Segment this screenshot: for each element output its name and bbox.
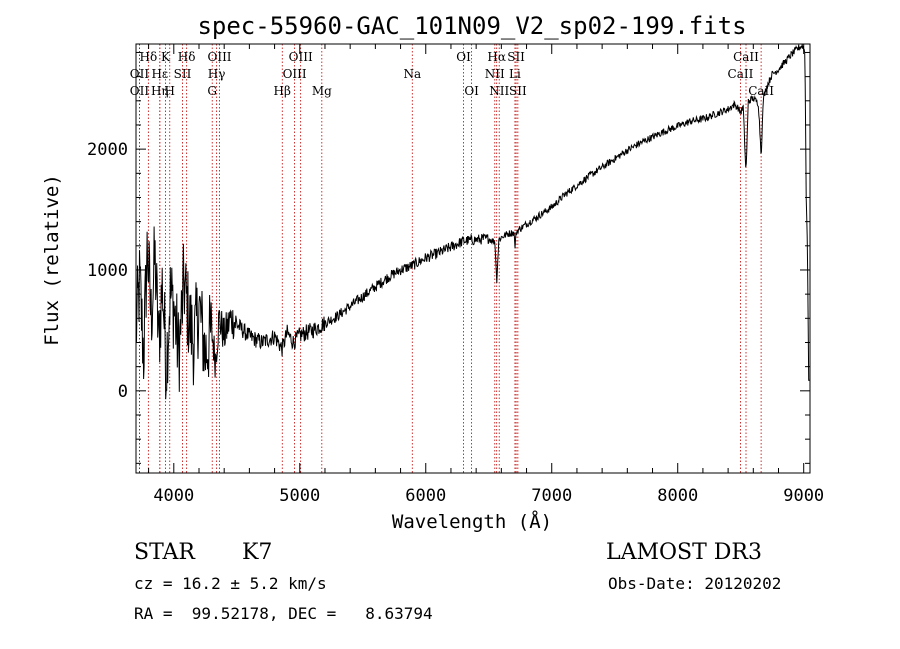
x-axis-ticks: 4000 5000 6000 7000 8000 9000 — [148, 44, 824, 506]
marker-label: CaII — [728, 67, 754, 81]
marker-label: OII — [130, 67, 150, 81]
y-axis-ticks: 0 1000 2000 — [87, 51, 810, 464]
marker-label: OI — [456, 50, 471, 64]
y-axis-label: Flux (relative) — [41, 174, 63, 346]
marker-label: SII — [507, 50, 525, 64]
x-tick-label: 5000 — [279, 486, 320, 506]
y-tick-label: 1000 — [87, 261, 128, 281]
subclass: K7 — [242, 540, 273, 565]
y-tick-label: 0 — [118, 382, 128, 402]
marker-label: Hδ — [178, 50, 196, 64]
marker-label: OIII — [283, 67, 307, 81]
marker-label: Hε — [151, 67, 168, 81]
line-markers-group — [139, 44, 762, 473]
marker-label: CaII — [733, 50, 759, 64]
marker-label: SII — [509, 84, 527, 98]
marker-label: OI — [464, 84, 479, 98]
survey-name: LAMOST DR3 — [606, 540, 762, 565]
x-tick-label: 7000 — [531, 486, 572, 506]
marker-label: Mg — [312, 84, 332, 98]
marker-label: Hβ — [274, 84, 291, 98]
marker-label: NII — [489, 84, 509, 98]
marker-label: Hδ — [139, 50, 157, 64]
spectrum-line — [135, 44, 810, 400]
marker-label: K — [161, 50, 171, 64]
marker-label: G — [207, 84, 217, 98]
x-tick-label: 8000 — [657, 486, 698, 506]
coordinates: RA = 99.52178, DEC = 8.63794 — [134, 604, 433, 623]
marker-label: Na — [403, 67, 421, 81]
x-axis-label: Wavelength (Å) — [392, 510, 552, 533]
object-class: STAR — [134, 540, 195, 565]
x-tick-label: 9000 — [783, 486, 824, 506]
obs-date: Obs-Date: 20120202 — [608, 574, 782, 593]
y-tick-label: 2000 — [87, 140, 128, 160]
redshift-text: cz = 16.2 ± 5.2 km/s — [134, 574, 327, 593]
marker-label: SII — [174, 67, 192, 81]
marker-label: Hγ — [208, 67, 226, 81]
marker-label: Hη — [151, 84, 169, 98]
marker-label: OII — [130, 84, 150, 98]
marker-label: CaII — [748, 84, 774, 98]
marker-label: OIII — [207, 50, 231, 64]
marker-label: OIII — [289, 50, 313, 64]
x-tick-label: 4000 — [153, 486, 194, 506]
plot-frame — [135, 43, 811, 474]
marker-label: Li — [509, 67, 521, 81]
x-tick-label: 6000 — [405, 486, 446, 506]
marker-label: Hα — [487, 50, 506, 64]
line-labels-group: Hδ OII OII K Hε Hη Hδ SII H OIII Hγ G OIII OIII Hβ Mg Na… — [130, 50, 775, 98]
marker-label: NII — [485, 67, 505, 81]
marker-label: H — [165, 84, 175, 98]
chart-title: spec-55960-GAC_101N09_V2_sp02-199.fits — [197, 12, 746, 40]
